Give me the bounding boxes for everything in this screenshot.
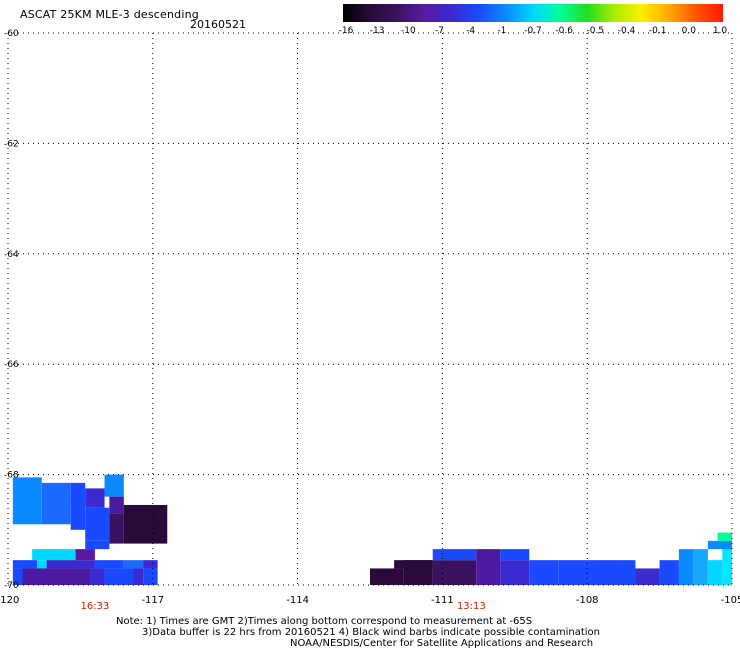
- colorbar-tick-label: -0.7: [524, 26, 542, 36]
- x-tick-label: -117: [141, 595, 164, 606]
- heatmap-cell: [123, 560, 144, 569]
- heatmap-cell: [370, 568, 404, 585]
- heatmap-cell: [109, 513, 124, 544]
- heatmap-cell: [75, 549, 95, 561]
- heatmap-cell: [94, 560, 124, 569]
- colorbar-tick-label: -0.4: [617, 26, 636, 36]
- heatmap-cell: [693, 549, 708, 585]
- heatmap-cell: [85, 507, 110, 541]
- heatmap-cell: [90, 568, 105, 585]
- heatmap-cell: [529, 560, 559, 585]
- x-tick-label: -120: [0, 595, 19, 606]
- heatmap-cell: [476, 549, 501, 585]
- colorbar-tick-label: -0.6: [555, 26, 573, 36]
- heatmap-cell: [717, 532, 732, 541]
- heatmap-cell: [500, 549, 530, 561]
- heatmap-cell: [12, 568, 23, 585]
- colorbar-tick-label: -13: [369, 26, 385, 36]
- heatmap-cell: [123, 504, 168, 544]
- heatmap-cell: [36, 560, 47, 569]
- y-tick-label: -64: [4, 250, 19, 260]
- y-tick-label: -60: [4, 29, 19, 39]
- colorbar-tick-label: -0.5: [586, 26, 605, 36]
- heatmap-cell: [143, 568, 158, 585]
- heatmap-cell: [707, 560, 723, 585]
- colorbar-tick-label: 0.0: [681, 26, 696, 36]
- heatmap-cell: [104, 568, 134, 585]
- time-label: 16:33: [80, 601, 109, 612]
- colorbar-tick-label: -4: [466, 26, 476, 36]
- colorbar-tick-label: -16: [338, 26, 354, 36]
- colorbar-tick-label: -7: [435, 26, 444, 36]
- heatmap-cell: [109, 496, 124, 514]
- heatmap-cell: [12, 560, 37, 569]
- heatmap-cell: [143, 560, 158, 569]
- colorbar: [343, 4, 723, 22]
- colorbar-tick-label: -10: [400, 26, 416, 36]
- heatmap-cell: [394, 560, 433, 569]
- heatmap-cell: [678, 549, 694, 585]
- heatmap-cell: [659, 560, 679, 585]
- heatmap-cell: [432, 549, 477, 561]
- heatmap-cell: [22, 568, 91, 585]
- x-tick-label: -105: [721, 595, 740, 606]
- note-line-1: Note: 1) Times are GMT 2)Times along bot…: [116, 616, 533, 627]
- x-tick-label: -111: [431, 595, 454, 606]
- time-label: 13:13: [457, 601, 486, 612]
- heatmap-cell: [41, 482, 71, 525]
- colorbar-tick-label: 1.0: [712, 26, 728, 36]
- heatmap-cell: [85, 488, 105, 508]
- colorbar-tick-label: -0.1: [648, 26, 667, 36]
- y-tick-label: -70: [4, 581, 19, 591]
- note-line-3: NOAA/NESDIS/Center for Satellite Applica…: [290, 638, 594, 649]
- chart-date: 20160521: [190, 18, 246, 31]
- heatmap-cell: [104, 474, 124, 497]
- chart-title: ASCAT 25KM MLE-3 descending: [20, 8, 199, 21]
- colorbar-tick-label: -1: [497, 26, 507, 36]
- heatmap-cell: [12, 477, 42, 525]
- heatmap-cell: [46, 560, 95, 569]
- y-tick-label: -68: [4, 471, 19, 481]
- heatmap-cell: [32, 549, 76, 561]
- heatmap-cell: [722, 540, 732, 585]
- heatmap-cell: [432, 560, 477, 585]
- y-tick-label: -62: [4, 139, 19, 149]
- heatmap-cell: [500, 560, 530, 585]
- x-tick-label: -108: [576, 595, 599, 606]
- heatmap-cell: [85, 540, 110, 550]
- heatmap-cell: [70, 482, 86, 530]
- heatmap-cell: [558, 560, 636, 585]
- heatmap-cell: [635, 568, 660, 585]
- heatmap-cell: [133, 568, 144, 585]
- heatmap-cell: [707, 540, 732, 550]
- note-line-2: 3)Data buffer is 22 hrs from 20160521 4)…: [142, 627, 600, 638]
- x-tick-label: -114: [286, 595, 309, 606]
- y-tick-label: -66: [4, 360, 19, 370]
